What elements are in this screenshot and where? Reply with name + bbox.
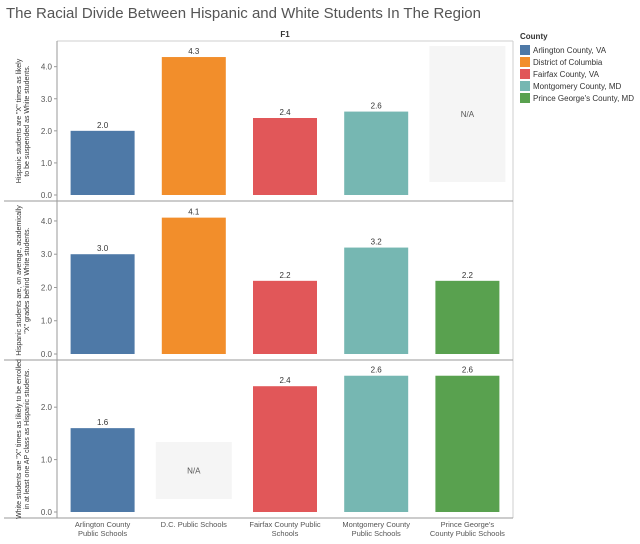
y-tick-label: 2.0 (41, 283, 53, 292)
x-tick-label-line: Schools (272, 529, 299, 538)
legend-item-montgomery[interactable]: Montgomery County, MD (520, 80, 634, 92)
x-tick-label-line: Arlington County (75, 520, 131, 529)
y-tick-label: 3.0 (41, 95, 53, 104)
bar-value-label: 3.0 (97, 244, 109, 253)
bar-value-label: 2.0 (97, 121, 109, 130)
legend-item-fairfax[interactable]: Fairfax County, VA (520, 68, 634, 80)
x-tick-label-line: D.C. Public Schools (161, 520, 228, 529)
bar-value-label: 2.6 (462, 366, 474, 375)
x-tick-label-line: Montgomery County (342, 520, 410, 529)
y-axis-label: White students are "X" times as likely t… (16, 359, 31, 519)
chart-title: The Racial Divide Between Hispanic and W… (6, 5, 481, 22)
x-tick-label-line: County Public Schools (430, 529, 505, 538)
bar-value-label: 1.6 (97, 418, 109, 427)
y-axis-label-line: in at least one AP class as Hispanic stu… (24, 369, 31, 510)
x-tick-label: Prince George's County Public Schools (430, 520, 505, 538)
y-axis-label-line: Hispanic students are, on average, acade… (16, 205, 23, 356)
bar (161, 57, 226, 195)
y-axis-label: Hispanic students are, on average, acade… (16, 205, 31, 356)
x-tick-label-line: Prince George's (441, 520, 495, 529)
legend-label: District of Columbia (533, 57, 603, 67)
legend-label: Fairfax County, VA (533, 69, 599, 79)
x-tick-label-line: Fairfax County Public (249, 520, 321, 529)
na-label: N/A (187, 467, 201, 476)
y-tick-label: 3.0 (41, 250, 53, 259)
x-tick-label-line: Public Schools (352, 529, 401, 538)
bar-value-label: 4.3 (188, 47, 200, 56)
bar-value-label: 2.6 (371, 102, 383, 111)
bar (344, 111, 409, 195)
y-axis-label-line: to be suspended as White students. (24, 65, 31, 176)
y-tick-label: 2.0 (41, 127, 53, 136)
y-tick-label: 2.0 (41, 403, 53, 412)
bar-value-label: 4.1 (188, 208, 200, 217)
x-tick-label: Montgomery County Public Schools (342, 520, 410, 538)
legend-swatch (520, 93, 530, 103)
bar (161, 217, 226, 354)
y-axis-label-line: White students are "X" times as likely t… (16, 359, 23, 519)
bar (70, 130, 135, 195)
y-axis-label-line: "X" grades behind White students. (24, 227, 31, 333)
column-header: F1 (280, 30, 290, 39)
bar (70, 428, 135, 512)
legend-item-prince-georges[interactable]: Prince George's County, MD (520, 92, 634, 104)
legend-item-dc[interactable]: District of Columbia (520, 56, 634, 68)
bar-value-label: 2.2 (279, 271, 291, 280)
bar (70, 254, 135, 354)
x-tick-label: Arlington County Public Schools (75, 520, 131, 538)
bar-value-label: 2.6 (371, 366, 383, 375)
legend-item-arlington[interactable]: Arlington County, VA (520, 44, 634, 56)
legend-swatch (520, 57, 530, 67)
bar-value-label: 2.4 (279, 376, 291, 385)
na-label: N/A (461, 110, 475, 119)
legend-swatch (520, 69, 530, 79)
bar-value-label: 3.2 (371, 238, 383, 247)
legend-label: Arlington County, VA (533, 45, 607, 55)
y-tick-label: 0.0 (41, 191, 53, 200)
bar (435, 375, 500, 512)
legend[interactable]: County Arlington County, VA District of … (520, 32, 634, 104)
y-tick-label: 4.0 (41, 217, 53, 226)
bar (435, 280, 500, 354)
bar-value-label: 2.4 (279, 108, 291, 117)
x-tick-label: D.C. Public Schools (161, 520, 228, 529)
y-tick-label: 1.0 (41, 456, 53, 465)
bar (253, 118, 317, 195)
y-tick-label: 4.0 (41, 63, 53, 72)
x-tick-label: Fairfax County Public Schools (249, 520, 321, 538)
legend-swatch (520, 45, 530, 55)
bar (253, 280, 317, 354)
y-axis-label-line: Hispanic students are "X" times as likel… (16, 58, 23, 183)
y-axis-label: Hispanic students are "X" times as likel… (16, 58, 31, 183)
legend-title: County (520, 32, 548, 41)
x-tick-label-line: Public Schools (78, 529, 127, 538)
bar-value-label: 2.2 (462, 271, 474, 280)
legend-swatch (520, 81, 530, 91)
bar (344, 375, 409, 512)
legend-label: Montgomery County, MD (533, 81, 622, 91)
bar (253, 386, 317, 512)
y-tick-label: 0.0 (41, 350, 53, 359)
legend-label: Prince George's County, MD (533, 93, 634, 103)
na-placeholder (155, 442, 232, 499)
y-tick-label: 1.0 (41, 159, 53, 168)
na-placeholder (429, 46, 506, 182)
y-tick-label: 0.0 (41, 508, 53, 517)
bar (344, 247, 409, 354)
y-tick-label: 1.0 (41, 317, 53, 326)
